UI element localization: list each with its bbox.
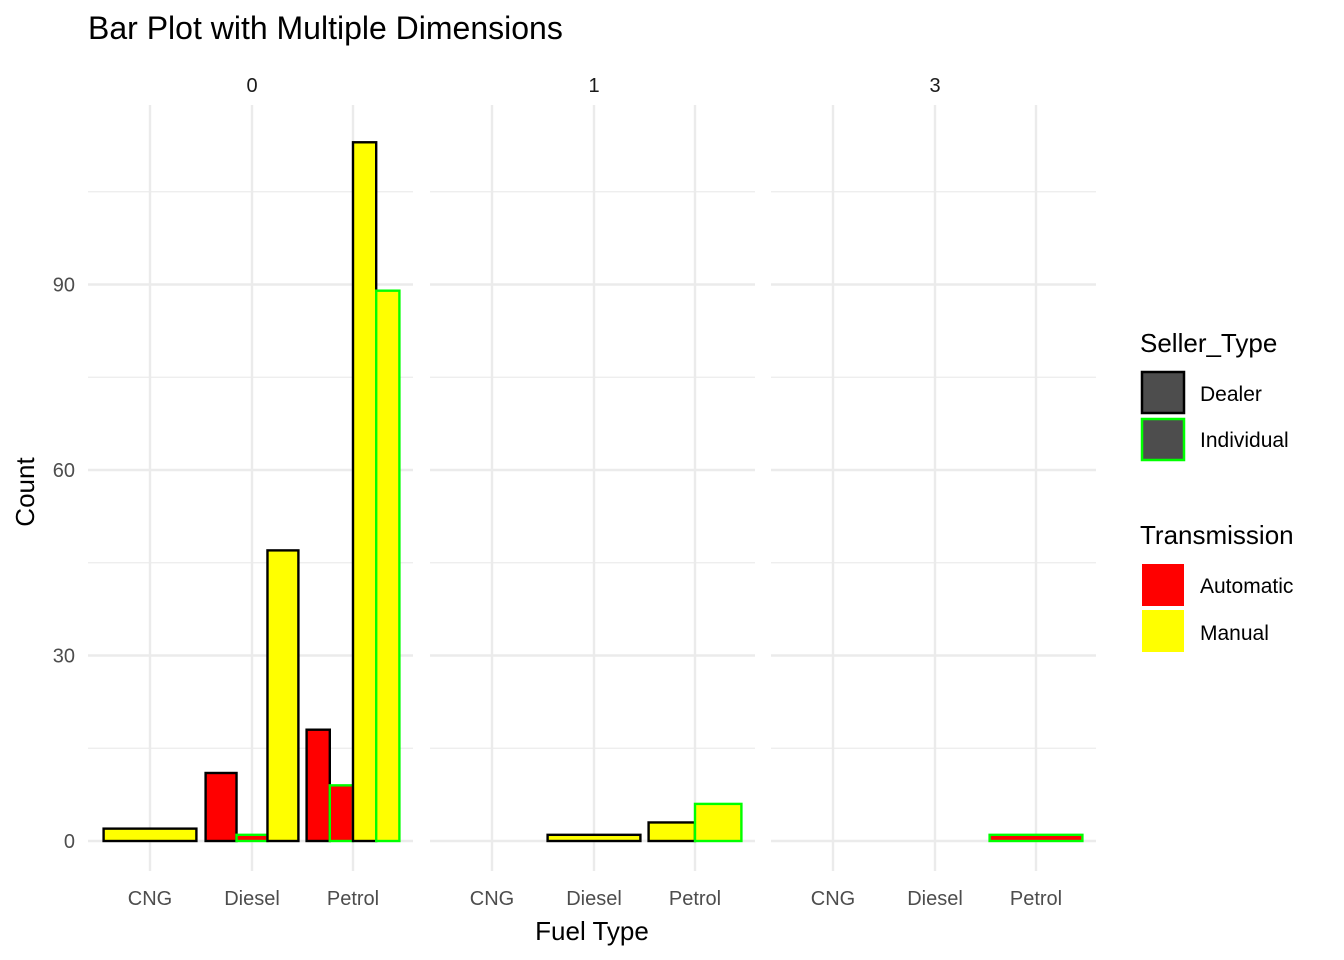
- bar-3-petrol-automatic-individual: [988, 833, 1084, 843]
- x-tick-label-cng: CNG: [470, 888, 514, 910]
- x-tick-label-diesel: Diesel: [224, 888, 280, 910]
- bar-0-diesel-manual-dealer: [266, 549, 300, 843]
- x-tick-label-cng: CNG: [811, 888, 855, 910]
- y-tick-label-0: 0: [64, 831, 75, 853]
- facet-panel-3: 3: [771, 75, 1096, 871]
- legend-label-dealer: Dealer: [1200, 383, 1262, 406]
- x-tick-label-petrol: Petrol: [327, 888, 379, 910]
- y-axis-ticks: 0 30 60 90: [53, 275, 75, 854]
- x-tick-label-petrol: Petrol: [669, 888, 721, 910]
- legend-key-dealer: [1140, 370, 1186, 415]
- x-axis-title: Fuel Type: [535, 916, 649, 946]
- x-tick-label-petrol: Petrol: [1010, 888, 1062, 910]
- bar-0-cng-manual-dealer: [102, 827, 198, 843]
- x-tick-label-diesel: Diesel: [907, 888, 963, 910]
- legend-label-individual: Individual: [1200, 429, 1289, 452]
- bar-0-diesel-automatic-individual: [235, 833, 269, 843]
- legend-key-individual: [1140, 417, 1186, 462]
- legend-label-manual: Manual: [1200, 622, 1269, 645]
- bar-0-petrol-automatic-individual: [328, 784, 355, 843]
- bar-1-petrol-manual-individual: [693, 802, 743, 843]
- facet-panel-1: 1: [430, 75, 755, 871]
- legend-label-automatic: Automatic: [1200, 575, 1293, 598]
- facet-panels: 0 1 3: [88, 75, 1096, 871]
- facet-label-3: 3: [929, 75, 940, 97]
- x-tick-label-cng: CNG: [128, 888, 172, 910]
- legend-key-automatic: [1142, 564, 1184, 606]
- facet-label-1: 1: [588, 75, 599, 97]
- y-tick-label-30: 30: [53, 646, 75, 668]
- bar-0-diesel-automatic-dealer: [204, 771, 238, 843]
- legend-title-transmission: Transmission: [1140, 520, 1294, 550]
- y-tick-label-60: 60: [53, 460, 75, 482]
- bar-1-diesel-manual-dealer: [546, 833, 642, 843]
- x-tick-label-diesel: Diesel: [566, 888, 622, 910]
- y-tick-label-90: 90: [53, 275, 75, 297]
- legend-title-seller-type: Seller_Type: [1140, 328, 1277, 358]
- bar-0-petrol-manual-individual: [375, 289, 401, 843]
- bar-0-petrol-automatic-dealer: [305, 728, 332, 843]
- x-axis-ticks: CNG Diesel Petrol CNG Diesel Petrol CNG Diesel P…: [128, 888, 1062, 910]
- legend-key-manual: [1142, 610, 1184, 652]
- facet-label-0: 0: [246, 75, 257, 97]
- bar-0-petrol-manual-dealer: [351, 141, 378, 843]
- bars-layer: [102, 141, 1084, 843]
- chart-title: Bar Plot with Multiple Dimensions: [88, 10, 563, 46]
- y-axis-title: Count: [10, 457, 40, 527]
- legend: Seller_Type Dealer Individual Transmissi…: [1140, 328, 1294, 652]
- bar-1-petrol-manual-dealer: [647, 821, 697, 843]
